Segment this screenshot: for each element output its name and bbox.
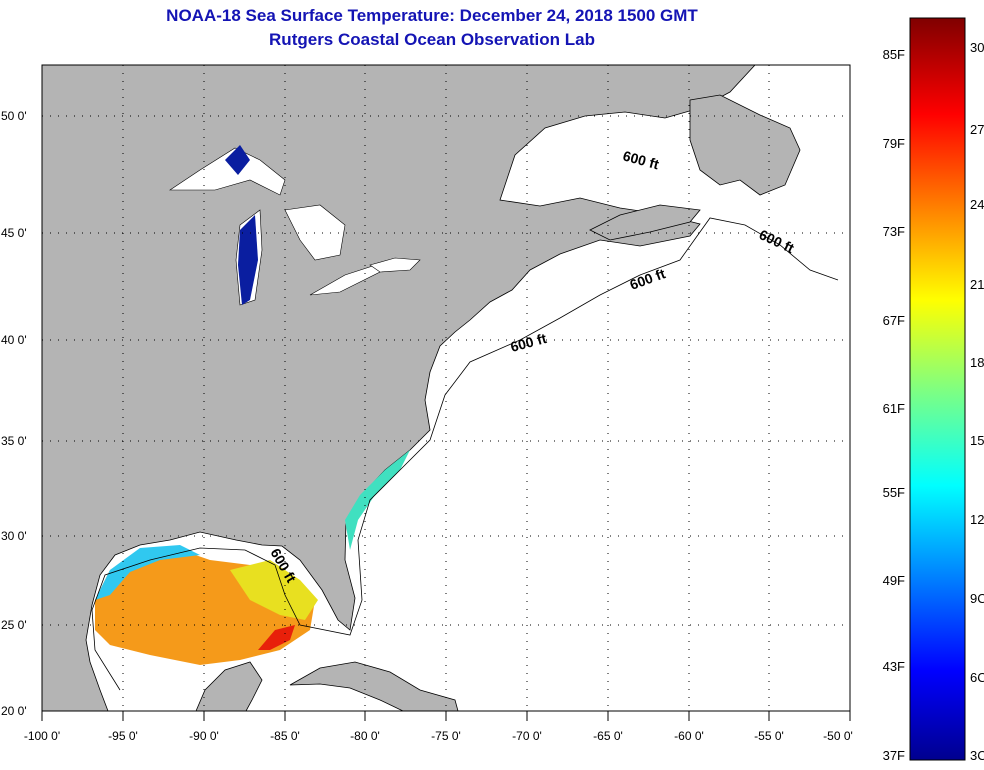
north-america-land: [42, 65, 756, 711]
lake-sst-patch: [225, 145, 250, 175]
colorbar-f-labels: 85F 79F 73F 67F 61F 55F 49F 43F 37F: [883, 47, 905, 763]
lon-label: -80 0': [350, 729, 380, 743]
map-area: 600 ft 600 ft 600 ft 600 ft 600 ft: [42, 65, 850, 711]
lon-label: -60 0': [674, 729, 704, 743]
atlantic-sst-coastal: [345, 450, 410, 550]
lon-label: -100 0': [24, 729, 60, 743]
colorbar-f-label: 67F: [883, 313, 905, 328]
lat-label: 20 0': [1, 704, 27, 718]
colorbar-c-label: 30C: [970, 40, 984, 55]
lon-label: -85 0': [270, 729, 300, 743]
colorbar-f-label: 73F: [883, 224, 905, 239]
lat-label: 35 0': [1, 434, 27, 448]
colorbar-c-label: 12C: [970, 512, 984, 527]
lon-label: -55 0': [754, 729, 784, 743]
colorbar-c-label: 15C: [970, 433, 984, 448]
lon-label: -90 0': [189, 729, 219, 743]
map-subtitle: Rutgers Coastal Ocean Observation Lab: [269, 30, 595, 49]
colorbar-f-label: 61F: [883, 401, 905, 416]
lon-label: -50 0': [823, 729, 853, 743]
colorbar-f-label: 37F: [883, 748, 905, 763]
lon-label: -75 0': [431, 729, 461, 743]
lat-label: 25 0': [1, 618, 27, 632]
colorbar-c-label: 18C: [970, 355, 984, 370]
colorbar: [909, 17, 966, 761]
colorbar-f-label: 43F: [883, 659, 905, 674]
lon-label: -95 0': [108, 729, 138, 743]
colorbar-c-label: 3C: [970, 748, 984, 763]
nova-scotia-land: [589, 204, 701, 241]
lake-sst-patch: [238, 215, 258, 305]
cuba-land: [289, 661, 459, 711]
colorbar-f-label: 55F: [883, 485, 905, 500]
yucatan-land: [195, 661, 263, 711]
colorbar-c-label: 6C: [970, 670, 984, 685]
gulf-sst-yellow: [230, 560, 318, 620]
lat-label: 45 0': [1, 226, 27, 240]
lat-label: 40 0': [1, 333, 27, 347]
colorbar-f-label: 49F: [883, 573, 905, 588]
colorbar-c-label: 27C: [970, 122, 984, 137]
gulf-sst-red: [258, 625, 295, 650]
colorbar-c-label: 9C: [970, 591, 984, 606]
lake-ontario: [369, 257, 421, 273]
600ft-contour: [91, 217, 839, 691]
colorbar-f-label: 79F: [883, 136, 905, 151]
axis-ticks: [41, 711, 851, 721]
map-title: NOAA-18 Sea Surface Temperature: Decembe…: [166, 6, 698, 25]
lon-label: -65 0': [593, 729, 623, 743]
lake-superior: [169, 147, 286, 196]
colorbar-c-label: 24C: [970, 197, 984, 212]
newfoundland-land: [689, 94, 801, 196]
lat-label: 30 0': [1, 529, 27, 543]
lat-label: 50 0': [1, 109, 27, 123]
colorbar-c-labels: 30C 27C 24C 21C 18C 15C 12C 9C 6C 3C: [970, 40, 984, 763]
colorbar-c-label: 21C: [970, 277, 984, 292]
lon-label: -70 0': [512, 729, 542, 743]
colorbar-f-label: 85F: [883, 47, 905, 62]
